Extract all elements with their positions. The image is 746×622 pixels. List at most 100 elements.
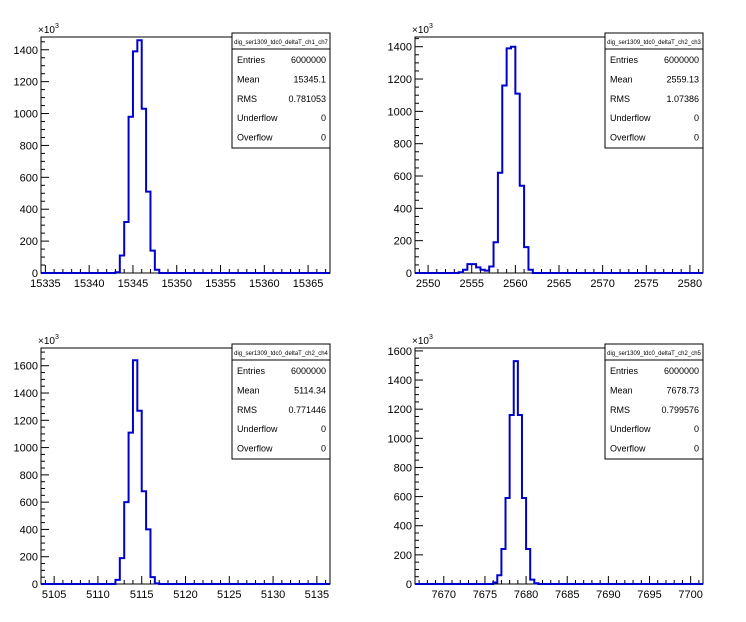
histogram-bin bbox=[124, 502, 128, 584]
stats-value-overflow: 0 bbox=[694, 444, 699, 454]
stats-value-overflow: 0 bbox=[321, 133, 326, 143]
y-tick-label: 1200 bbox=[388, 404, 412, 416]
stats-label-rms: RMS bbox=[610, 405, 630, 415]
y-tick-label: 600 bbox=[394, 492, 412, 504]
histogram-bin bbox=[133, 51, 137, 273]
stats-label-overflow: Overflow bbox=[237, 133, 273, 143]
y-tick-label: 400 bbox=[394, 521, 412, 533]
x-tick-label: 7675 bbox=[473, 589, 497, 601]
y-tick-label: 1400 bbox=[388, 42, 412, 54]
stats-label-underflow: Underflow bbox=[237, 424, 278, 434]
histogram-bin bbox=[526, 549, 530, 584]
stats-box bbox=[604, 32, 704, 149]
histogram-bin bbox=[506, 498, 510, 584]
x-tick-label: 5135 bbox=[305, 589, 329, 601]
stats-value-mean: 7678.73 bbox=[666, 385, 699, 395]
histogram-bin bbox=[467, 264, 471, 273]
y-axis-exponent: ×103 bbox=[38, 334, 59, 347]
stats-value-underflow: 0 bbox=[694, 424, 699, 434]
y-axis-exponent: ×103 bbox=[38, 23, 59, 36]
x-tick-label: 5105 bbox=[42, 589, 66, 601]
histogram-bin bbox=[480, 270, 484, 273]
stats-label-overflow: Overflow bbox=[610, 444, 646, 454]
stats-title: dig_ser1309_tdc0_deltaT_ch1_ch7 bbox=[234, 40, 328, 46]
x-tick-label: 2580 bbox=[678, 278, 702, 290]
histogram-bin bbox=[502, 85, 506, 273]
y-tick-label: 1000 bbox=[14, 443, 38, 455]
x-tick-label: 15340 bbox=[74, 278, 105, 290]
histogram-bin bbox=[498, 173, 502, 273]
stats-value-rms: 0.799576 bbox=[661, 405, 699, 415]
x-tick-label: 15355 bbox=[205, 278, 236, 290]
histogram-bin bbox=[120, 558, 124, 584]
y-tick-label: 1200 bbox=[14, 77, 38, 89]
y-tick-label: 0 bbox=[406, 268, 412, 280]
stats-label-entries: Entries bbox=[610, 55, 639, 65]
histogram-bin bbox=[530, 580, 534, 584]
y-tick-label: 600 bbox=[20, 172, 38, 184]
histogram-bin bbox=[137, 40, 141, 273]
histogram-bin bbox=[124, 222, 128, 273]
histogram-bin bbox=[507, 48, 511, 273]
stats-value-underflow: 0 bbox=[321, 113, 326, 123]
x-tick-label: 2555 bbox=[459, 278, 483, 290]
histogram-bin bbox=[511, 47, 515, 273]
stats-box bbox=[231, 32, 331, 149]
stats-label-overflow: Overflow bbox=[237, 444, 273, 454]
histogram-outline bbox=[41, 359, 330, 585]
stats-label-rms: RMS bbox=[237, 94, 257, 104]
histogram-bin bbox=[501, 549, 505, 584]
x-tick-label: 2575 bbox=[634, 278, 658, 290]
stats-value-rms: 1.07386 bbox=[666, 94, 699, 104]
histogram-bin bbox=[150, 251, 154, 273]
histogram-outline bbox=[415, 360, 703, 585]
x-tick-label: 7685 bbox=[555, 589, 579, 601]
y-tick-label: 0 bbox=[406, 579, 412, 591]
histogram-bin bbox=[129, 117, 133, 273]
y-tick-label: 1000 bbox=[388, 433, 412, 445]
stats-value-mean: 2559.13 bbox=[666, 74, 699, 84]
stats-label-overflow: Overflow bbox=[610, 133, 646, 143]
exponent-power: 3 bbox=[429, 334, 433, 341]
y-tick-label: 800 bbox=[394, 462, 412, 474]
histogram-bin bbox=[137, 411, 141, 584]
y-tick-label: 1200 bbox=[14, 415, 38, 427]
stats-label-mean: Mean bbox=[237, 385, 260, 395]
y-tick-label: 1600 bbox=[14, 361, 38, 373]
stats-value-entries: 6000000 bbox=[664, 366, 699, 376]
histogram-bin bbox=[497, 575, 501, 584]
y-tick-label: 200 bbox=[20, 236, 38, 248]
histogram-bin bbox=[520, 186, 524, 273]
histogram-bin bbox=[133, 360, 137, 584]
histogram-bin bbox=[155, 583, 159, 584]
histogram-panel-3: 5105 5110 5115 5120 5125 5130 5135 0 200 400 600 80… bbox=[14, 334, 331, 601]
y-tick-label: 600 bbox=[20, 497, 38, 509]
y-tick-label: 0 bbox=[32, 268, 38, 280]
stats-title: dig_ser1309_tdc0_deltaT_ch2_ch4 bbox=[234, 351, 328, 357]
x-tick-label: 2570 bbox=[590, 278, 614, 290]
y-axis-exponent: ×103 bbox=[412, 334, 433, 347]
x-tick-label: 15345 bbox=[118, 278, 149, 290]
stats-label-underflow: Underflow bbox=[610, 424, 651, 434]
histogram-bin bbox=[489, 267, 493, 273]
histogram-bin bbox=[515, 94, 519, 273]
y-tick-label: 200 bbox=[20, 552, 38, 564]
histogram-outline bbox=[415, 45, 703, 274]
x-tick-label: 5125 bbox=[217, 589, 241, 601]
y-tick-label: 1000 bbox=[14, 109, 38, 121]
y-tick-label: 800 bbox=[394, 139, 412, 151]
y-tick-label: 600 bbox=[394, 171, 412, 183]
x-tick-label: 5110 bbox=[86, 589, 110, 601]
histogram-bin bbox=[150, 577, 154, 584]
histogram-bin bbox=[120, 255, 124, 273]
x-tick-label: 2550 bbox=[416, 278, 440, 290]
exponent-power: 3 bbox=[429, 23, 433, 30]
exponent-base: ×10 bbox=[38, 336, 55, 347]
stats-box bbox=[604, 343, 704, 460]
histogram-bin bbox=[155, 270, 159, 273]
x-tick-label: 2565 bbox=[547, 278, 571, 290]
stats-label-mean: Mean bbox=[610, 74, 633, 84]
y-tick-label: 1400 bbox=[388, 375, 412, 387]
y-tick-label: 1400 bbox=[14, 45, 38, 57]
